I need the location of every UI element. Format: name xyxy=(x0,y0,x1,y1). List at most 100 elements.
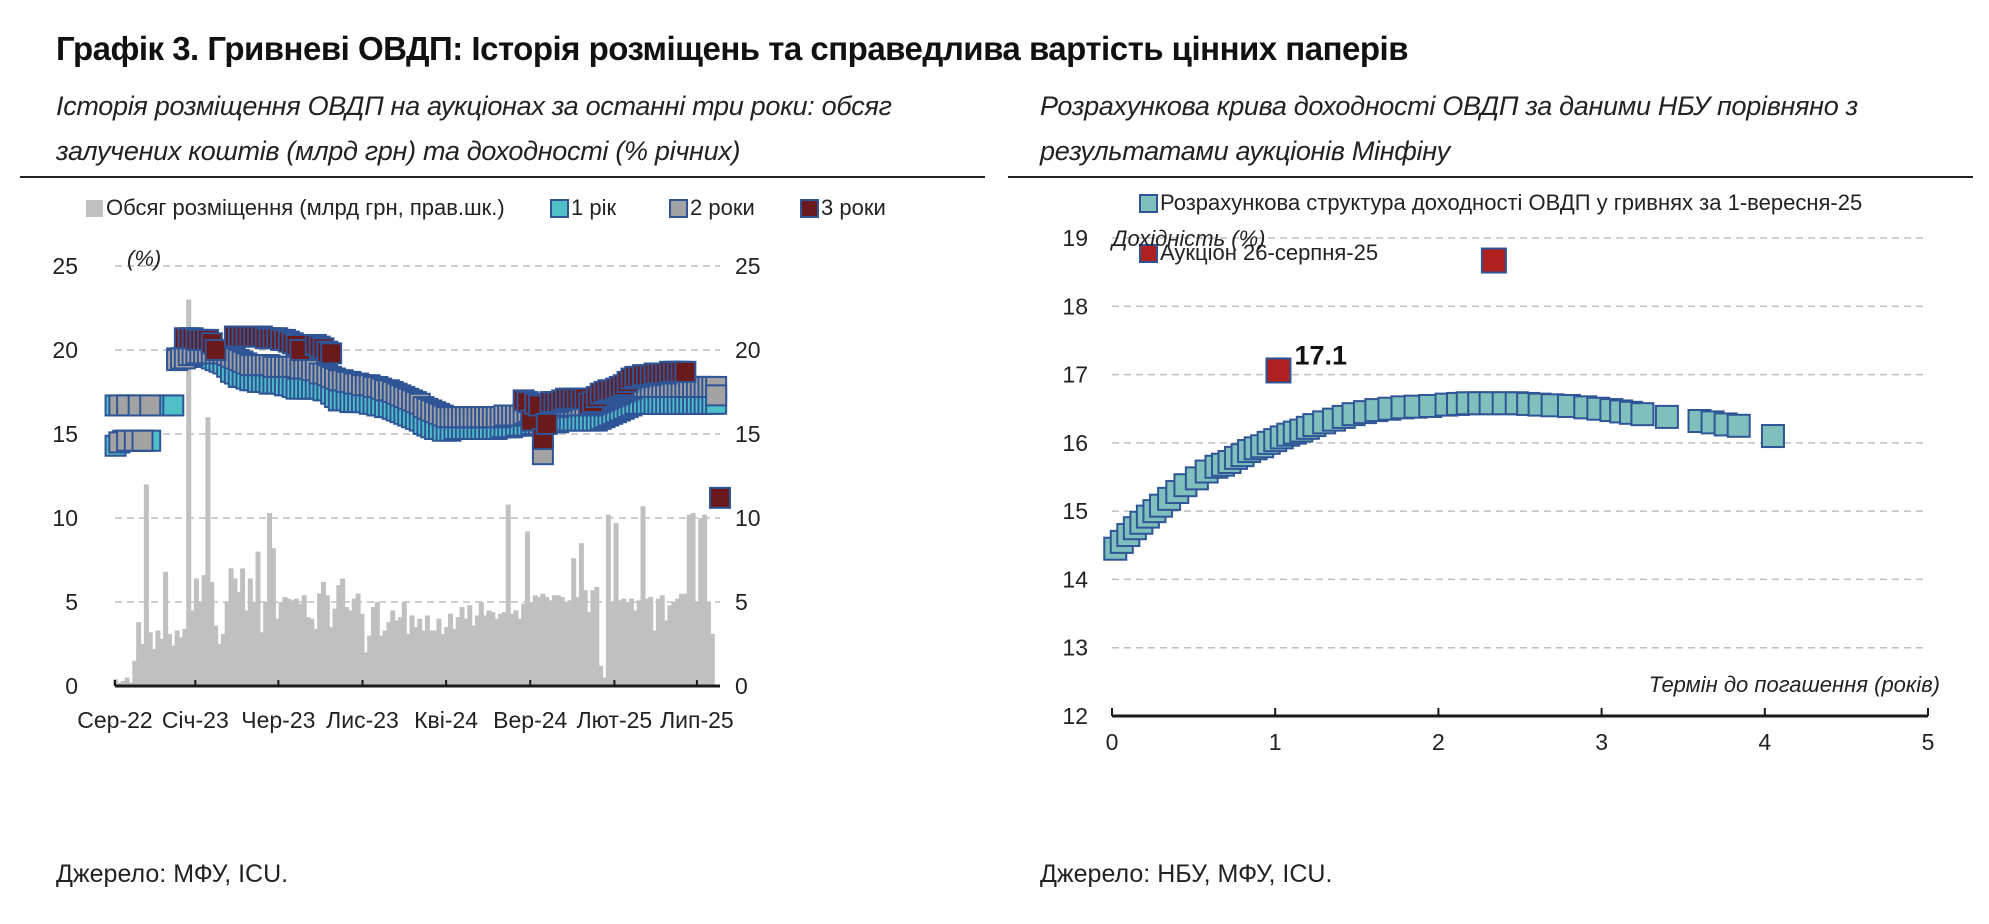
2y-yield-marker xyxy=(139,394,162,417)
curve-point xyxy=(1654,404,1679,429)
volume-bar xyxy=(532,595,538,686)
x-tick-label: Кві-24 xyxy=(414,707,478,733)
volume-bar xyxy=(459,607,465,686)
2y-yield-marker xyxy=(131,429,154,452)
auction-annotation: 17.1 xyxy=(1294,340,1347,370)
volume-bar xyxy=(521,603,527,686)
volume-bar xyxy=(548,600,554,686)
y2-tick-label: 15 xyxy=(735,421,761,447)
volume-bar xyxy=(432,630,438,686)
volume-bar xyxy=(251,602,257,686)
volume-bar xyxy=(513,610,519,686)
volume-bar xyxy=(397,617,403,686)
volume-bar xyxy=(428,630,434,686)
y2-tick-label: 20 xyxy=(735,337,761,363)
volume-bar xyxy=(140,644,145,686)
x-tick-label: Лют-25 xyxy=(577,707,653,733)
right-legend: Розрахункова структура доходності ОВДП у… xyxy=(1139,190,1862,265)
volume-bar xyxy=(182,628,188,686)
volume-bar xyxy=(644,598,650,686)
page-title: Графік 3. Гривневі ОВДП: Історія розміще… xyxy=(56,30,1409,67)
x-tick-label: 5 xyxy=(1922,729,1935,755)
x-tick-label: Сер-22 xyxy=(77,707,152,733)
right-gridlines xyxy=(1112,237,1928,649)
volume-bar xyxy=(640,506,646,686)
volume-bar xyxy=(705,602,711,686)
volume-bar xyxy=(663,620,669,686)
volume-bar xyxy=(390,610,396,686)
volume-bar xyxy=(116,682,122,686)
volume-bar xyxy=(394,620,400,686)
volume-bar xyxy=(371,607,376,686)
volume-bar xyxy=(440,633,446,686)
volume-bar xyxy=(297,603,303,686)
3y-yield-marker xyxy=(204,339,227,361)
volume-bar xyxy=(320,581,326,686)
right-divider xyxy=(1008,176,1973,178)
volume-bar xyxy=(536,596,542,686)
auction-point xyxy=(1265,357,1292,384)
volume-bar xyxy=(120,680,126,686)
volume-bar xyxy=(236,591,242,686)
volume-bar xyxy=(617,600,623,686)
legend-3y-label: 3 роки xyxy=(821,195,886,220)
volume-bar xyxy=(671,602,677,686)
volume-bar xyxy=(563,602,569,686)
yield-markers xyxy=(104,325,731,509)
volume-bar xyxy=(155,630,161,686)
right-source-note: Джерело: НБУ, МФУ, ICU. xyxy=(1040,860,1333,888)
volume-bar xyxy=(213,625,219,686)
legend-3y-swatch xyxy=(800,199,819,218)
volume-bar xyxy=(309,618,315,686)
volume-bar xyxy=(363,652,369,686)
x-tick-label: Лис-23 xyxy=(326,707,399,733)
volume-bar xyxy=(220,633,226,686)
volume-bar xyxy=(478,602,484,686)
legend-volume-label: Обсяг розміщення (млрд грн, прав.шк.) xyxy=(106,195,505,220)
x-tick-label: Вер-24 xyxy=(493,707,567,733)
volume-bar xyxy=(367,635,373,686)
volume-bar xyxy=(413,627,419,686)
volume-bar xyxy=(698,518,704,686)
volume-bar xyxy=(132,660,138,686)
y-tick-label: 13 xyxy=(1062,635,1088,661)
y2-tick-label: 10 xyxy=(735,505,761,531)
volume-bar xyxy=(463,618,469,686)
legend-auction-label: Аукціон 26-серпня-25 xyxy=(1160,240,1378,265)
legend-volume-swatch xyxy=(86,200,103,217)
curve-point xyxy=(1760,424,1785,449)
volume-bar xyxy=(282,596,288,686)
volume-bar xyxy=(528,602,534,686)
curve-point xyxy=(1726,413,1751,438)
volume-bar xyxy=(632,610,638,686)
volume-bar xyxy=(636,600,642,686)
x-axis-title: Термін до погашення (років) xyxy=(1649,672,1940,697)
volume-bar xyxy=(386,622,392,686)
volume-bar xyxy=(594,586,600,686)
volume-bar xyxy=(190,610,196,686)
volume-bar xyxy=(313,628,319,686)
x-tick-label: 0 xyxy=(1106,729,1119,755)
3y-yield-marker xyxy=(709,486,731,509)
legend-curve-swatch xyxy=(1139,194,1158,213)
volume-bar xyxy=(436,618,442,686)
left-source-note: Джерело: МФУ, ICU. xyxy=(56,860,289,888)
volume-bar xyxy=(628,598,634,686)
volume-bar xyxy=(567,600,573,686)
left-chart-subtitle: Історія розміщення ОВДП на аукціонах за … xyxy=(56,91,892,166)
left-panel: Історія розміщення ОВДП на аукціонах за … xyxy=(20,84,985,868)
volume-bar xyxy=(240,568,246,686)
volume-bar xyxy=(270,548,276,686)
left-divider xyxy=(20,176,985,178)
x-tick-label: 3 xyxy=(1595,729,1608,755)
volume-bar xyxy=(340,578,346,686)
volume-bar xyxy=(421,630,427,686)
left-axes: 0 5 10 15 20 25 0 5 10 15 20 25 Сер-22 Січ-23 Чер-23 Ли… xyxy=(52,253,760,733)
volume-bar xyxy=(201,575,207,686)
y2-tick-label: 25 xyxy=(735,253,761,279)
volume-bar xyxy=(217,644,222,686)
legend-auction-swatch xyxy=(1139,244,1158,263)
volume-bar xyxy=(540,593,546,686)
left-legend: Обсяг розміщення (млрд грн, прав.шк.) 1 … xyxy=(86,195,886,220)
